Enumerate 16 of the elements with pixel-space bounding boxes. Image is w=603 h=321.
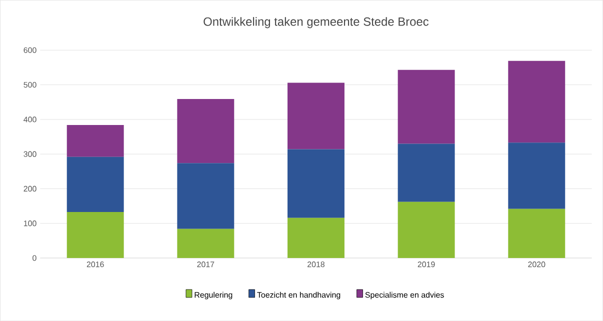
- bar: [288, 149, 344, 218]
- bar: [66, 156, 124, 212]
- bar: [508, 142, 566, 209]
- bar: [398, 202, 455, 258]
- bar: [288, 218, 344, 258]
- bar: [398, 70, 455, 144]
- chart-title: Ontwikkeling taken gemeente Stede Broec: [204, 16, 429, 28]
- bar: [177, 98, 234, 164]
- bar: [66, 124, 124, 157]
- bar: [508, 208, 566, 258]
- bar: [288, 82, 344, 150]
- bar: [508, 60, 566, 143]
- bar: [177, 228, 234, 258]
- bar: [66, 212, 124, 258]
- bar: [398, 144, 455, 202]
- bar: [177, 163, 234, 229]
